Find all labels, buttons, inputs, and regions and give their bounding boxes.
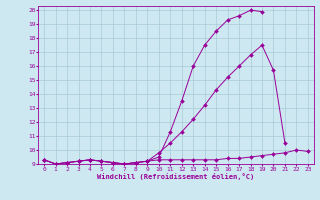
X-axis label: Windchill (Refroidissement éolien,°C): Windchill (Refroidissement éolien,°C) — [97, 173, 255, 180]
